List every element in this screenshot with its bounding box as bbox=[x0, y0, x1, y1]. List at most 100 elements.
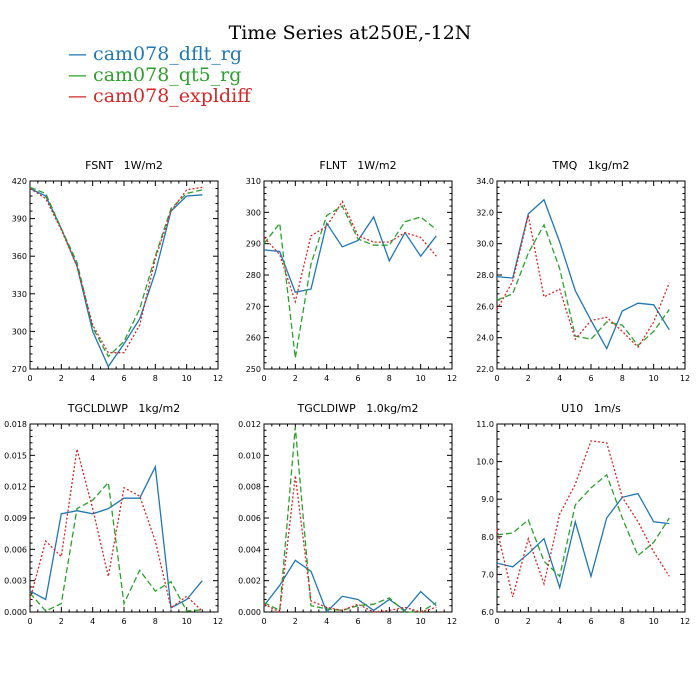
x-tick-label-tmq: 8 bbox=[620, 374, 625, 383]
y-tick-label-tmq: 34.0 bbox=[476, 177, 494, 186]
x-tick-label-tgcldiwp: 8 bbox=[387, 617, 392, 626]
series-line-qt5rg-flnt bbox=[263, 205, 437, 359]
y-tick-label-fsnt: 300 bbox=[12, 327, 27, 336]
series-line-expldiff-flnt bbox=[263, 200, 437, 304]
x-tick-label-u10: 8 bbox=[620, 617, 625, 626]
y-tick-label-tgcldlwp: 0.003 bbox=[4, 577, 27, 586]
chart-fsnt: FSNT 1W/m2 0 2 4 6 8 10 12 270 300 330 360 390 420 bbox=[12, 159, 223, 383]
y-tick-label-flnt: 260 bbox=[246, 334, 261, 343]
chart-flnt: FLNT 1W/m2 0 2 4 6 8 10 12 250 260 270 280 290 300 310 bbox=[246, 159, 457, 383]
series-line-dfltrg-u10 bbox=[496, 492, 670, 591]
x-tick-label-flnt: 6 bbox=[355, 374, 360, 383]
y-tick-label-u10: 11.0 bbox=[476, 420, 494, 429]
chart-tgcldlwp: TGCLDLWP 1kg/m2 0 2 4 6 8 10 12 0.000 0.003 0.006 0… bbox=[4, 402, 223, 626]
x-tick-label-u10: 12 bbox=[680, 617, 690, 626]
y-tick-label-tgcldlwp: 0.018 bbox=[4, 420, 27, 429]
plot-frame-flnt bbox=[263, 180, 453, 370]
x-tick-label-tmq: 0 bbox=[494, 374, 499, 383]
x-tick-label-tgcldiwp: 12 bbox=[447, 617, 457, 626]
x-tick-label-tgcldlwp: 10 bbox=[182, 617, 192, 626]
series-line-expldiff-u10 bbox=[496, 440, 670, 598]
series-line-dfltrg-tgcldiwp bbox=[263, 559, 437, 614]
y-tick-label-tgcldiwp: 0.010 bbox=[238, 451, 261, 460]
chart-title-fsnt: FSNT 1W/m2 bbox=[85, 159, 163, 172]
x-tick-label-tgcldiwp: 4 bbox=[324, 617, 329, 626]
y-tick-label-u10: 8.0 bbox=[481, 533, 494, 542]
series-line-expldiff-tmq bbox=[496, 215, 670, 349]
y-tick-label-tmq: 28.0 bbox=[476, 271, 494, 280]
y-tick-label-tmq: 30.0 bbox=[476, 240, 494, 249]
plot-frame-tmq bbox=[496, 180, 686, 370]
legend-swatch-dflt: — bbox=[68, 43, 94, 65]
x-tick-label-fsnt: 12 bbox=[213, 374, 223, 383]
chart-title-u10: U10 1m/s bbox=[561, 402, 621, 415]
x-tick-label-tgcldlwp: 0 bbox=[27, 617, 32, 626]
series-line-qt5rg-tmq bbox=[496, 223, 670, 347]
x-tick-label-fsnt: 0 bbox=[27, 374, 32, 383]
y-tick-label-flnt: 270 bbox=[246, 302, 261, 311]
legend-swatch-expldiff: — bbox=[68, 85, 94, 107]
y-tick-label-u10: 7.0 bbox=[481, 570, 494, 579]
x-tick-label-flnt: 0 bbox=[261, 374, 266, 383]
x-tick-label-tgcldlwp: 4 bbox=[90, 617, 95, 626]
series-line-dfltrg-tgcldlwp bbox=[29, 464, 203, 609]
y-tick-label-tgcldiwp: 0.012 bbox=[238, 420, 261, 429]
y-tick-label-tgcldlwp: 0.006 bbox=[4, 545, 27, 554]
y-tick-label-tmq: 24.0 bbox=[476, 334, 494, 343]
legend-label-dflt: cam078_dflt_rg bbox=[93, 43, 243, 65]
series-line-dfltrg-tmq bbox=[496, 198, 670, 351]
y-tick-label-tgcldiwp: 0.006 bbox=[238, 514, 261, 523]
x-tick-label-tgcldiwp: 6 bbox=[355, 617, 360, 626]
x-tick-label-tmq: 6 bbox=[588, 374, 593, 383]
y-tick-label-flnt: 280 bbox=[246, 271, 261, 280]
plot-frame-tgcldiwp bbox=[263, 423, 453, 613]
x-tick-label-tgcldiwp: 0 bbox=[261, 617, 266, 626]
x-tick-label-flnt: 4 bbox=[324, 374, 329, 383]
page-title: Time Series at250E,-12N bbox=[228, 22, 472, 44]
legend-swatch-qt5: — bbox=[68, 64, 94, 86]
y-tick-label-tgcldiwp: 0.002 bbox=[238, 577, 261, 586]
x-tick-label-flnt: 2 bbox=[293, 374, 298, 383]
y-tick-label-tgcldlwp: 0.009 bbox=[4, 514, 27, 523]
plot-frame-tgcldlwp bbox=[29, 423, 219, 613]
chart-title-flnt: FLNT 1W/m2 bbox=[319, 159, 396, 172]
x-tick-label-tgcldlwp: 6 bbox=[121, 617, 126, 626]
y-tick-label-flnt: 300 bbox=[246, 208, 261, 217]
y-tick-label-fsnt: 270 bbox=[12, 365, 27, 374]
y-tick-label-tgcldiwp: 0.004 bbox=[238, 545, 261, 554]
y-tick-label-fsnt: 330 bbox=[12, 290, 27, 299]
x-tick-label-tmq: 12 bbox=[680, 374, 690, 383]
chart-title-tgcldlwp: TGCLDLWP 1kg/m2 bbox=[67, 402, 180, 415]
y-tick-label-tgcldiwp: 0.008 bbox=[238, 483, 261, 492]
series-line-qt5rg-u10 bbox=[496, 473, 670, 578]
x-tick-label-u10: 2 bbox=[526, 617, 531, 626]
series-line-qt5rg-tgcldiwp bbox=[263, 427, 437, 613]
plot-frame-fsnt bbox=[29, 180, 219, 370]
x-tick-label-fsnt: 6 bbox=[121, 374, 126, 383]
legend-item-expldiff: — cam078_expldiff bbox=[68, 86, 251, 107]
series-line-dfltrg-flnt bbox=[263, 215, 437, 293]
y-tick-label-tgcldlwp: 0.012 bbox=[4, 483, 27, 492]
y-tick-label-fsnt: 390 bbox=[12, 215, 27, 224]
x-tick-label-fsnt: 8 bbox=[153, 374, 158, 383]
y-tick-label-fsnt: 360 bbox=[12, 252, 27, 261]
y-tick-label-tgcldlwp: 0.000 bbox=[4, 608, 27, 617]
chart-tgcldiwp: TGCLDIWP 1.0kg/m2 0 2 4 6 8 10 12 0.000 0.002 0.00… bbox=[238, 402, 457, 626]
chart-u10: U10 1m/s 0 2 4 6 8 10 12 6.0 7.0 8.0 9.0 10.0 11.0 bbox=[476, 402, 690, 626]
y-tick-label-u10: 9.0 bbox=[481, 495, 494, 504]
x-tick-label-fsnt: 4 bbox=[90, 374, 95, 383]
x-tick-label-tmq: 4 bbox=[557, 374, 562, 383]
chart-title-tmq: TMQ 1kg/m2 bbox=[551, 159, 629, 172]
x-tick-label-flnt: 12 bbox=[447, 374, 457, 383]
x-tick-label-tmq: 2 bbox=[526, 374, 531, 383]
x-tick-label-flnt: 8 bbox=[387, 374, 392, 383]
series-line-expldiff-fsnt bbox=[29, 186, 203, 354]
chart-title-tgcldiwp: TGCLDIWP 1.0kg/m2 bbox=[296, 402, 418, 415]
series-line-expldiff-tgcldlwp bbox=[29, 448, 203, 612]
y-tick-label-fsnt: 420 bbox=[12, 177, 27, 186]
legend: — cam078_dflt_rg — cam078_qt5_rg — cam07… bbox=[68, 44, 251, 107]
x-tick-label-tgcldiwp: 2 bbox=[293, 617, 298, 626]
y-tick-label-flnt: 290 bbox=[246, 240, 261, 249]
series-line-qt5rg-fsnt bbox=[29, 186, 203, 358]
